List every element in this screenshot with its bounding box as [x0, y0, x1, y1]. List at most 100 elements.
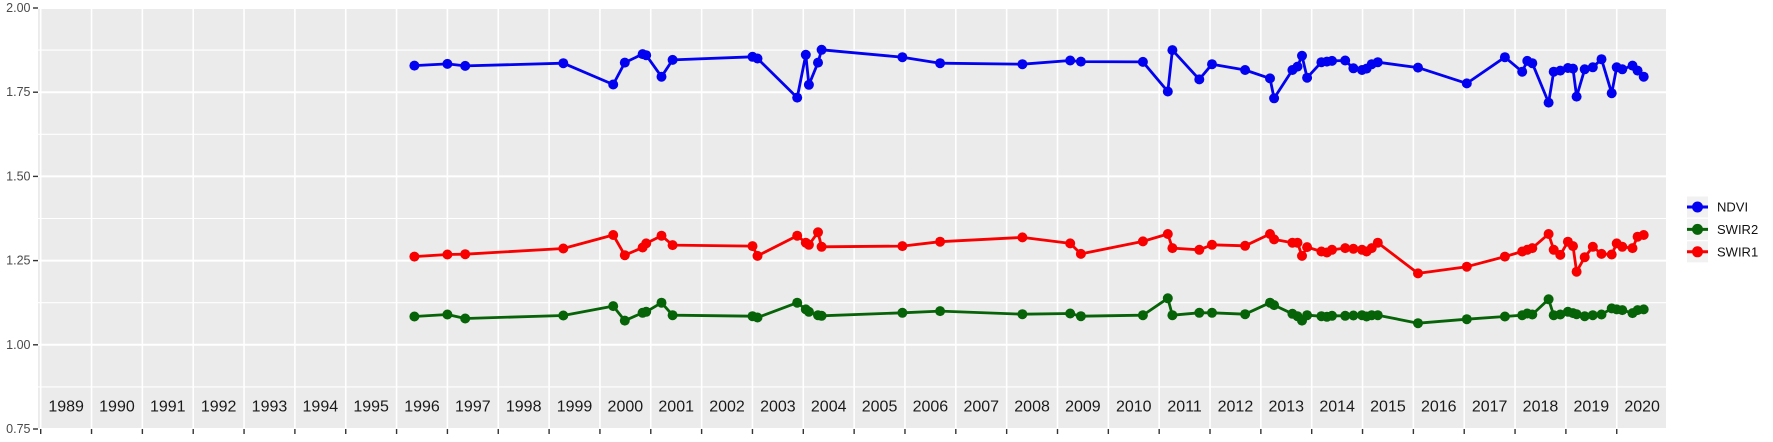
swir2-point	[1587, 310, 1598, 321]
ndvi-point	[1461, 78, 1472, 89]
ndvi-point	[1297, 50, 1307, 61]
swir1-point	[747, 241, 758, 252]
ndvi-point	[816, 44, 827, 55]
swir1-series	[409, 227, 1649, 279]
ndvi-point	[1571, 91, 1582, 102]
swir2-point	[1499, 311, 1510, 322]
x-axis-label: 1995	[353, 399, 389, 416]
ndvi-point	[1617, 64, 1628, 75]
ndvi-point	[558, 58, 569, 69]
legend-label: SWIR1	[1717, 244, 1758, 259]
ndvi-point	[619, 57, 630, 68]
y-axis-label: 1.75	[6, 85, 30, 99]
swir2-point	[1269, 300, 1280, 311]
swir1-point	[1207, 239, 1217, 250]
swir1-point	[1568, 241, 1578, 252]
swir2-point	[1571, 309, 1582, 320]
ndvi-point	[1269, 93, 1280, 104]
swir2-point	[619, 315, 630, 326]
ndvi-point	[1555, 65, 1566, 76]
swir1-point	[1340, 243, 1351, 254]
swir1-point	[641, 238, 652, 249]
y-axis-label: 1.25	[6, 254, 30, 268]
swir2-point	[641, 306, 652, 317]
swir2-point	[1240, 309, 1251, 320]
swir1-point	[1461, 261, 1472, 272]
swir1-point	[1627, 243, 1638, 254]
x-axis-label: 1991	[150, 399, 186, 416]
legend-item-swir1: SWIR1	[1687, 241, 1758, 263]
ndvi-point	[1638, 71, 1649, 82]
legend-item-ndvi: NDVI	[1687, 196, 1748, 218]
x-axis-label: 1994	[303, 399, 339, 416]
swir1-point	[935, 236, 946, 247]
x-axis-label: 1997	[455, 399, 491, 416]
swir1-point	[1240, 240, 1251, 251]
x-axis-label: 1996	[404, 399, 440, 416]
swir1-point	[667, 240, 678, 251]
swir1-point	[558, 243, 569, 254]
ndvi-point	[409, 60, 420, 71]
swir1-point	[656, 230, 667, 241]
swir2-point	[460, 313, 471, 324]
x-axis-label: 2019	[1574, 399, 1610, 416]
swir2-point	[667, 310, 678, 321]
ndvi-point	[1292, 61, 1303, 72]
swir2-point	[1137, 310, 1148, 321]
swir2-point	[1327, 310, 1337, 321]
ndvi-point	[1340, 55, 1351, 66]
swir1-point	[1302, 242, 1313, 253]
swir2-point	[1207, 307, 1217, 318]
swir1-point	[460, 249, 471, 260]
swir1-point	[1638, 230, 1649, 240]
x-axis-label: 2020	[1624, 399, 1660, 416]
x-axis-label: 2003	[760, 399, 796, 416]
swir1-point	[1327, 244, 1337, 255]
x-axis-label: 1998	[506, 399, 542, 416]
legend-label: NDVI	[1717, 200, 1748, 215]
ndvi-point	[641, 50, 652, 61]
swir1-point	[1137, 236, 1148, 247]
swir1-point	[1162, 229, 1173, 239]
swir1-point	[792, 230, 803, 241]
swir1-point	[1596, 248, 1607, 259]
ndvi-point	[1587, 62, 1598, 73]
swir2-point	[752, 312, 763, 323]
swir1-point	[1527, 243, 1538, 254]
swir1-point	[442, 249, 453, 260]
ndvi-point	[656, 71, 667, 82]
swir1-point	[619, 250, 630, 261]
swir1-point	[1372, 237, 1383, 248]
swir2-point	[1461, 314, 1472, 325]
swir1-point	[752, 250, 763, 261]
swir1-point	[1167, 243, 1178, 254]
x-axis-label: 1989	[48, 399, 84, 416]
swir2-point	[608, 301, 619, 312]
swir1-point	[813, 227, 823, 238]
ndvi-point	[1017, 59, 1028, 70]
swir1-point	[1292, 237, 1303, 248]
x-axis-labels: 1989 1990 1991 1992 1993 1994 1995 1996 1997 1998…	[48, 399, 1660, 416]
swir2-point	[935, 306, 946, 317]
swir2-point	[1302, 310, 1313, 321]
legend-label: SWIR2	[1717, 222, 1758, 237]
ndvi-point	[1579, 64, 1590, 75]
ndvi-point	[1606, 88, 1617, 99]
swir1-point	[1075, 248, 1086, 259]
swir1-point	[897, 241, 908, 252]
swir1-point	[1297, 250, 1307, 261]
swir2-point	[1617, 305, 1628, 316]
ndvi-point	[1327, 55, 1337, 66]
x-axis-label: 2013	[1268, 399, 1304, 416]
x-axis-label: 2009	[1065, 399, 1101, 416]
x-axis-label: 1993	[252, 399, 288, 416]
swir1-point	[1555, 249, 1566, 260]
ndvi-point	[608, 79, 619, 90]
ndvi-point	[442, 58, 453, 69]
ndvi-point	[1499, 52, 1510, 63]
swir2-point	[1638, 304, 1649, 315]
x-axis-label: 2004	[811, 399, 847, 416]
swir2-point	[409, 311, 420, 322]
